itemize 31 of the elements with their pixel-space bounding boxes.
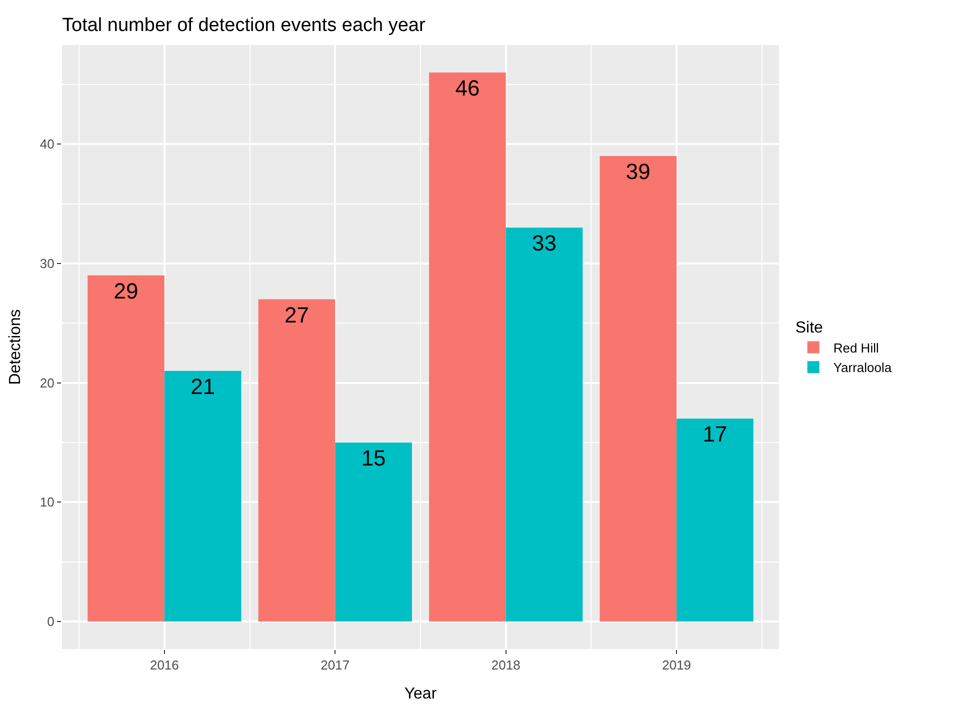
x-tick-label: 2016	[150, 658, 179, 673]
y-tick-label: 0	[47, 614, 54, 630]
bar	[676, 418, 754, 622]
legend-title: Site	[795, 319, 824, 336]
bar	[258, 299, 336, 622]
data-label: 46	[455, 75, 480, 100]
y-tick-label: 30	[40, 256, 54, 271]
data-label: 21	[190, 374, 216, 399]
x-tick-label: 2017	[320, 658, 350, 673]
y-tick-label: 40	[40, 136, 54, 152]
data-label: 17	[702, 422, 728, 447]
x-tick-label: 2019	[662, 658, 692, 673]
legend-label: Yarraloola	[833, 360, 892, 376]
x-axis-title: Year	[404, 685, 438, 702]
bar	[88, 275, 164, 622]
data-label: 27	[284, 302, 309, 328]
y-tick-label: 10	[40, 494, 54, 510]
legend-label: Red Hill	[833, 340, 879, 356]
chart-title: Total number of detection events each year	[62, 15, 426, 36]
bar	[506, 228, 583, 622]
data-label: 29	[114, 278, 138, 304]
y-axis-title: Detections	[6, 309, 24, 385]
bar	[164, 370, 242, 622]
bar	[429, 72, 506, 622]
data-label: 33	[532, 230, 557, 256]
data-label: 15	[361, 445, 386, 470]
bar	[335, 442, 412, 622]
bar	[600, 156, 677, 622]
data-label: 39	[626, 159, 650, 184]
x-tick-label: 2018	[491, 658, 520, 673]
y-tick-label: 20	[40, 375, 54, 390]
